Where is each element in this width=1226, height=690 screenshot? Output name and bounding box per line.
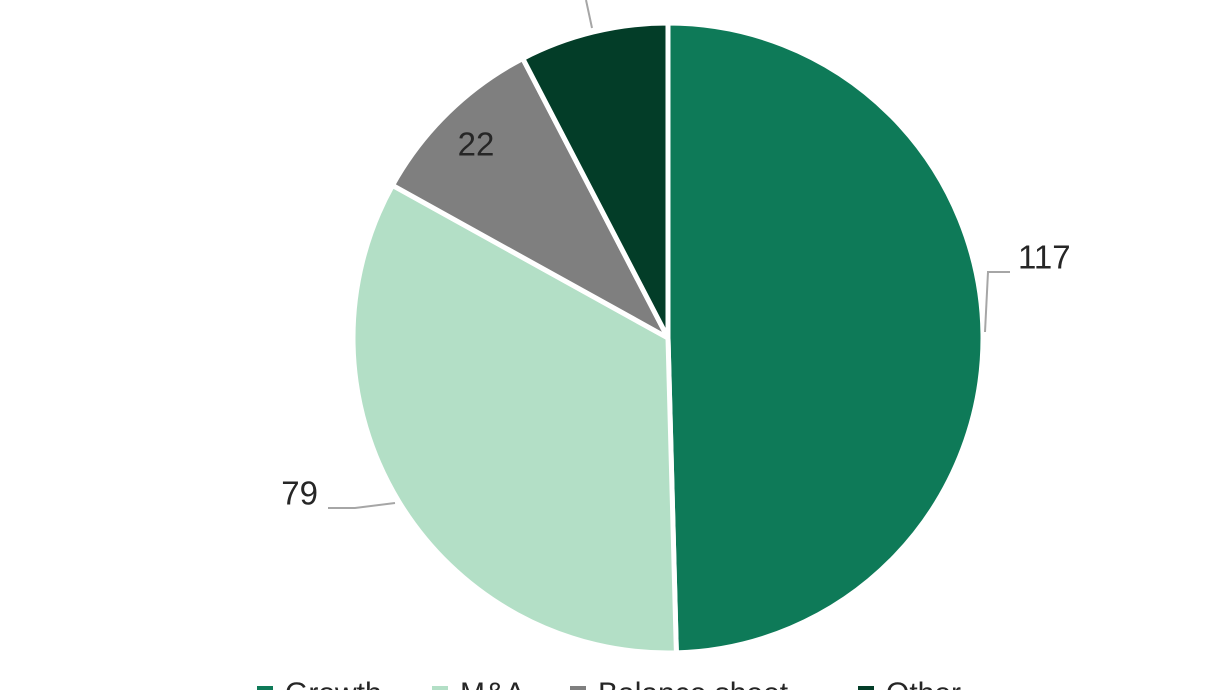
pie-slice bbox=[665, 20, 986, 656]
leader-line bbox=[585, 0, 593, 29]
legend-swatch bbox=[432, 686, 448, 690]
data-label: 79 bbox=[281, 475, 318, 512]
legend-swatch bbox=[858, 686, 874, 690]
data-label: 117 bbox=[1018, 239, 1071, 276]
leader-line bbox=[984, 271, 1010, 333]
pie-slice bbox=[520, 20, 671, 341]
pie-slice bbox=[389, 55, 671, 341]
legend-label: Other bbox=[886, 677, 961, 690]
legend-label: Balance sheet bbox=[598, 677, 789, 690]
legend-label: Growth bbox=[285, 677, 382, 690]
leader-line bbox=[328, 502, 396, 509]
legend-swatch bbox=[570, 686, 586, 690]
data-label: 18 bbox=[567, 0, 604, 2]
legend-label: M&A bbox=[460, 677, 525, 690]
legend-swatch bbox=[257, 686, 273, 690]
pie-slice bbox=[350, 182, 679, 656]
data-label: 22 bbox=[458, 126, 495, 163]
